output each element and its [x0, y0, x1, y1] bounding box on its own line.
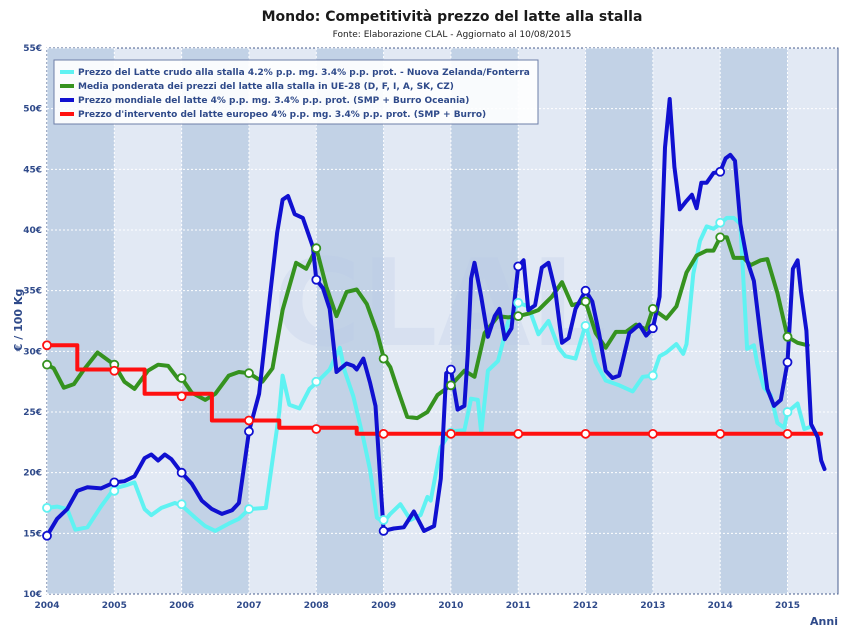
- series-2-marker: [378, 353, 389, 364]
- series-1-marker: [513, 297, 524, 308]
- series-3-marker: [580, 285, 591, 296]
- series-3-marker: [446, 364, 456, 375]
- y-tick-label: 10€: [23, 590, 42, 600]
- legend-entry: Prezzo del Latte crudo alla stalla 4.2% …: [78, 68, 530, 78]
- series-2-marker: [176, 373, 187, 383]
- series-1-marker: [715, 217, 726, 228]
- series-1-marker: [109, 485, 120, 496]
- x-tick-label: 2009: [371, 601, 396, 611]
- series-3-marker: [311, 274, 322, 285]
- y-tick-label: 30€: [23, 347, 42, 357]
- series-3-marker: [782, 357, 793, 368]
- series-1-marker: [244, 504, 254, 514]
- series-4-marker: [647, 428, 658, 439]
- series-4-marker: [42, 340, 52, 351]
- x-axis-ticks: 2004 2005 2006 2007 2008 2009 2010 2011 2012 2013…: [34, 601, 800, 611]
- series-2-marker: [244, 368, 254, 379]
- x-tick-label: 2013: [640, 601, 665, 611]
- y-axis-ticks: 10€ 15€ 20€ 25€ 30€ 35€ 40€ 45€ 50€ 55€: [23, 44, 42, 600]
- legend-entry: Prezzo d'intervento del latte europeo 4%…: [78, 110, 486, 120]
- year-band: [47, 48, 115, 594]
- series-4-marker: [244, 415, 254, 426]
- x-tick-label: 2005: [102, 601, 127, 611]
- series-4-marker: [715, 428, 726, 439]
- series-4-marker: [109, 365, 120, 376]
- series-4-marker: [311, 424, 322, 434]
- series-2-marker: [647, 303, 658, 314]
- legend-box: [53, 59, 539, 125]
- series-4-marker: [782, 428, 793, 439]
- y-tick-label: 20€: [23, 469, 42, 479]
- series-3-marker: [378, 526, 389, 536]
- plot-background: [46, 47, 839, 595]
- y-tick-label: 35€: [23, 287, 42, 297]
- series-3-marker: [244, 426, 254, 437]
- series-3-marker: [513, 261, 524, 272]
- y-tick-label: 55€: [23, 44, 42, 54]
- x-tick-label: 2004: [34, 601, 59, 611]
- x-tick-label: 2007: [236, 601, 261, 611]
- series-4-marker: [580, 428, 591, 439]
- series-1-marker: [42, 502, 52, 513]
- series-1-marker: [311, 376, 322, 387]
- y-tick-label: 15€: [23, 529, 42, 539]
- series-2-marker: [715, 232, 726, 243]
- series-line-3: [45, 97, 827, 538]
- series-1-marker: [378, 515, 389, 525]
- series-1-marker: [580, 320, 591, 331]
- series-3-marker: [647, 323, 658, 334]
- x-tick-label: 2014: [708, 601, 733, 611]
- series-3-marker: [42, 530, 52, 541]
- series-markers: [42, 166, 793, 541]
- x-tick-label: 2008: [304, 601, 329, 611]
- series-2-marker: [446, 380, 456, 391]
- series-2-marker: [311, 243, 322, 254]
- x-tick-label: 2006: [169, 601, 194, 611]
- series-2-marker: [782, 331, 793, 342]
- y-axis-label: € / 100 Kg: [12, 289, 25, 353]
- series-1-marker: [176, 499, 187, 510]
- y-tick-label: 50€: [23, 105, 42, 115]
- x-tick-label: 2011: [506, 601, 531, 611]
- y-tick-label: 45€: [23, 165, 42, 175]
- legend-entry: Media ponderata dei prezzi del latte all…: [78, 82, 454, 92]
- x-tick-label: 2010: [438, 601, 463, 611]
- chart-subtitle: Fonte: Elaborazione CLAL - Aggiornato al…: [333, 30, 572, 40]
- y-tick-label: 25€: [23, 408, 42, 418]
- series-3-marker: [109, 477, 120, 488]
- y-tick-label: 40€: [23, 226, 42, 236]
- x-axis-label: Anni: [810, 615, 838, 628]
- legend: Prezzo del Latte crudo alla stalla 4.2% …: [53, 59, 539, 125]
- series-2-marker: [580, 296, 591, 307]
- series-1-marker: [647, 370, 658, 381]
- x-tick-label: 2015: [775, 601, 800, 611]
- series-3-marker: [176, 467, 187, 478]
- series-4-marker: [378, 428, 389, 439]
- series-4-marker: [513, 428, 524, 439]
- chart-title: Mondo: Competitività prezzo del latte al…: [262, 9, 643, 25]
- year-band: [720, 48, 788, 594]
- series-4-marker: [446, 428, 456, 439]
- series-3-marker: [715, 166, 726, 177]
- legend-entry: Prezzo mondiale del latte 4% p.p. mg. 3.…: [78, 96, 469, 106]
- x-tick-label: 2012: [573, 601, 598, 611]
- series-2-marker: [42, 359, 52, 370]
- series-2-marker: [513, 311, 524, 322]
- series-line-1: [45, 215, 814, 533]
- series-line-4: [45, 343, 824, 436]
- series-4-marker: [176, 391, 187, 402]
- series-1-marker: [782, 407, 793, 417]
